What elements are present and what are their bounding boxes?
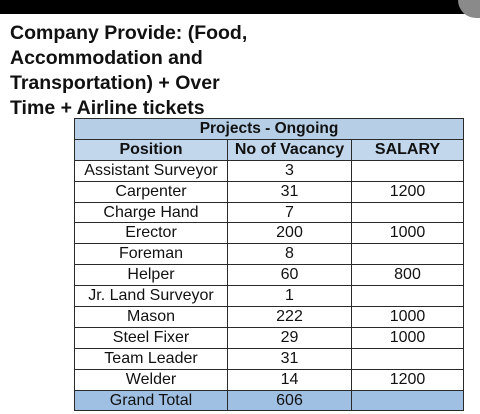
position-cell: Charge Hand bbox=[74, 201, 228, 224]
position-cell: Assistant Surveyor bbox=[74, 159, 228, 182]
table-row: Assistant Surveyor 3 bbox=[74, 159, 465, 182]
table-row: Welder 14 1200 bbox=[74, 368, 465, 391]
table-title: Projects - Ongoing bbox=[73, 118, 465, 140]
heading-line: Company Provide: (Food, bbox=[10, 22, 248, 44]
vacancy-cell: 31 bbox=[227, 180, 352, 203]
salary-cell bbox=[350, 347, 465, 370]
position-cell: Welder bbox=[74, 368, 228, 391]
vacancy-cell: 222 bbox=[227, 306, 352, 328]
position-cell: Erector bbox=[74, 222, 228, 245]
vacancy-cell: 1 bbox=[227, 285, 352, 308]
grand-total-row: Grand Total 606 bbox=[74, 389, 465, 412]
heading-line: Transportation) + Over bbox=[10, 72, 220, 94]
salary-cell: 1200 bbox=[350, 180, 465, 203]
top-bar bbox=[0, 0, 480, 18]
salary-cell: 1000 bbox=[350, 326, 465, 349]
vacancy-cell: 14 bbox=[227, 368, 352, 391]
salary-cell: 800 bbox=[350, 264, 465, 287]
table-header-row: Position No of Vacancy SALARY bbox=[74, 138, 465, 161]
heading-line: Accommodation and bbox=[10, 47, 203, 69]
position-cell: Carpenter bbox=[74, 180, 228, 203]
table-row: Erector 200 1000 bbox=[74, 222, 465, 245]
vacancy-cell: 7 bbox=[227, 201, 352, 224]
vacancy-cell: 3 bbox=[227, 159, 352, 182]
salary-cell: 1000 bbox=[350, 306, 465, 328]
grand-total-salary bbox=[350, 389, 465, 412]
position-cell: Helper bbox=[74, 264, 228, 287]
table-row: Steel Fixer 29 1000 bbox=[74, 326, 465, 349]
table-row: Mason 222 1000 bbox=[74, 306, 465, 328]
position-cell: Jr. Land Surveyor bbox=[74, 285, 228, 308]
vacancy-cell: 8 bbox=[227, 243, 352, 266]
vacancy-table: Projects - Ongoing Position No of Vacanc… bbox=[73, 118, 465, 412]
salary-cell bbox=[350, 243, 465, 266]
column-header-vacancy: No of Vacancy bbox=[227, 138, 352, 161]
position-cell: Team Leader bbox=[74, 347, 228, 370]
salary-cell bbox=[350, 285, 465, 308]
grand-total-vacancy: 606 bbox=[227, 389, 352, 412]
heading-line: Time + Airline tickets bbox=[10, 97, 205, 119]
position-cell: Steel Fixer bbox=[74, 326, 228, 349]
table-title-row: Projects - Ongoing bbox=[73, 118, 465, 140]
table-row: Helper 60 800 bbox=[74, 264, 465, 287]
salary-cell: 1200 bbox=[350, 368, 465, 391]
vacancy-cell: 31 bbox=[227, 347, 352, 370]
position-cell: Foreman bbox=[74, 243, 228, 266]
column-header-position: Position bbox=[74, 138, 228, 161]
salary-cell bbox=[350, 201, 465, 224]
column-header-salary: SALARY bbox=[350, 138, 465, 161]
benefits-heading: Company Provide: (Food, Accommodation an… bbox=[10, 21, 310, 121]
top-bar-corner bbox=[458, 0, 480, 18]
table-row: Foreman 8 bbox=[74, 243, 465, 266]
position-cell: Mason bbox=[74, 306, 228, 328]
table-row: Carpenter 31 1200 bbox=[74, 180, 465, 203]
vacancy-cell: 60 bbox=[227, 264, 352, 287]
grand-total-label: Grand Total bbox=[74, 389, 228, 412]
table-row: Charge Hand 7 bbox=[74, 201, 465, 224]
vacancy-cell: 29 bbox=[227, 326, 352, 349]
salary-cell: 1000 bbox=[350, 222, 465, 245]
salary-cell bbox=[350, 159, 465, 182]
vacancy-cell: 200 bbox=[227, 222, 352, 245]
table-row: Team Leader 31 bbox=[74, 347, 465, 370]
table-row: Jr. Land Surveyor 1 bbox=[74, 285, 465, 308]
